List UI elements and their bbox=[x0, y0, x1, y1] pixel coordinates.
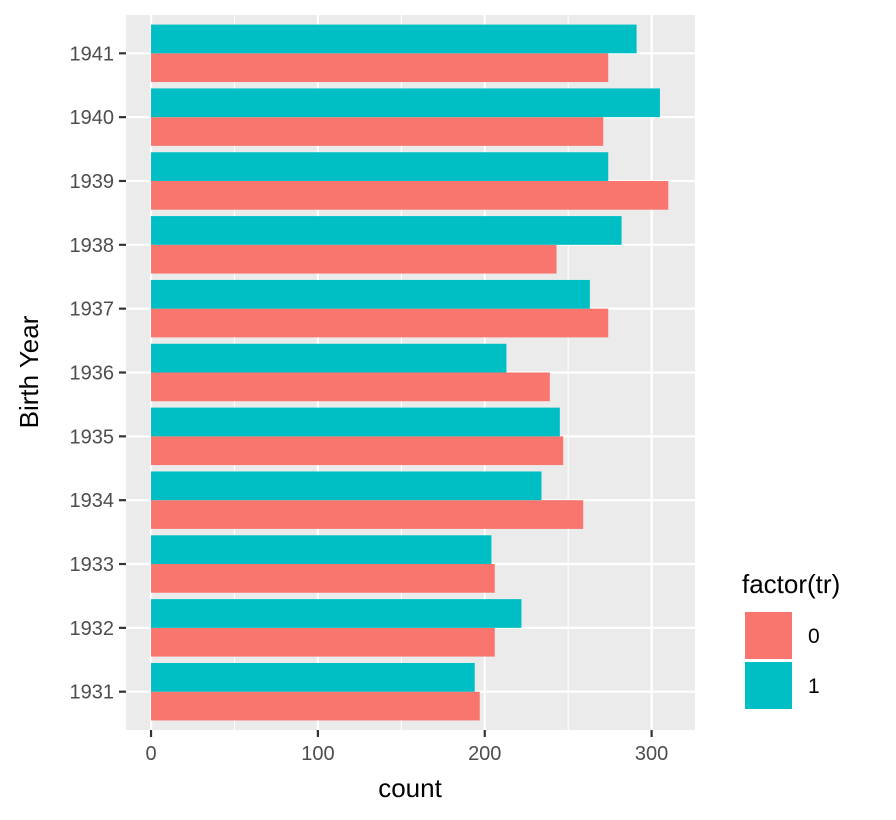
y-tick-label: 1939 bbox=[70, 171, 115, 193]
bar-1933-series-0 bbox=[151, 564, 495, 593]
bar-1931-series-1 bbox=[151, 662, 475, 692]
x-tick-label: 100 bbox=[301, 743, 334, 765]
bar-1940-series-1 bbox=[151, 88, 660, 118]
bar-1937-series-0 bbox=[151, 308, 609, 338]
legend-swatch-1 bbox=[745, 662, 792, 709]
bar-1935-series-1 bbox=[151, 407, 560, 437]
y-tick-label: 1932 bbox=[70, 618, 115, 640]
x-tick-label: 300 bbox=[635, 743, 668, 765]
y-axis-title: Birth Year bbox=[14, 315, 44, 428]
y-tick-label: 1938 bbox=[70, 235, 115, 257]
x-tick-label: 200 bbox=[468, 743, 501, 765]
legend-label-1: 1 bbox=[808, 675, 820, 698]
x-tick-label: 0 bbox=[145, 743, 156, 765]
bar-1934-series-0 bbox=[151, 500, 584, 529]
y-tick-label: 1936 bbox=[70, 363, 115, 385]
y-tick-label: 1933 bbox=[70, 554, 115, 576]
axes: 1931 1932 1933 1934 1935 1936 1937 1938 1939 1940… bbox=[70, 43, 669, 765]
y-tick-label: 1931 bbox=[70, 682, 115, 704]
y-tick-label: 1937 bbox=[70, 299, 115, 321]
bar-1939-series-0 bbox=[151, 180, 669, 210]
bar-1941-series-1 bbox=[151, 24, 637, 54]
legend-label-0: 0 bbox=[808, 625, 820, 648]
x-axis-title: count bbox=[378, 773, 442, 803]
bar-1933-series-1 bbox=[151, 535, 492, 565]
legend-items: 01 bbox=[745, 612, 820, 709]
y-tick-label: 1940 bbox=[70, 107, 115, 129]
bar-1941-series-0 bbox=[151, 53, 609, 83]
bars bbox=[151, 24, 669, 721]
bar-1939-series-1 bbox=[151, 152, 609, 181]
bar-1937-series-1 bbox=[151, 279, 590, 309]
y-tick-label: 1935 bbox=[70, 426, 115, 448]
bar-1932-series-0 bbox=[151, 627, 495, 657]
bar-1932-series-1 bbox=[151, 599, 522, 628]
legend: factor(tr) 01 bbox=[742, 569, 840, 709]
bar-1940-series-0 bbox=[151, 117, 604, 146]
bar-1935-series-0 bbox=[151, 436, 564, 466]
bar-1934-series-1 bbox=[151, 471, 542, 501]
bar-1938-series-1 bbox=[151, 216, 622, 245]
bar-1936-series-0 bbox=[151, 372, 550, 402]
legend-title: factor(tr) bbox=[742, 569, 840, 599]
bar-1931-series-0 bbox=[151, 691, 480, 721]
bar-1936-series-1 bbox=[151, 343, 507, 373]
y-tick-label: 1941 bbox=[70, 43, 115, 65]
legend-swatch-0 bbox=[745, 612, 792, 659]
y-tick-label: 1934 bbox=[70, 490, 115, 512]
bar-1938-series-0 bbox=[151, 244, 557, 274]
